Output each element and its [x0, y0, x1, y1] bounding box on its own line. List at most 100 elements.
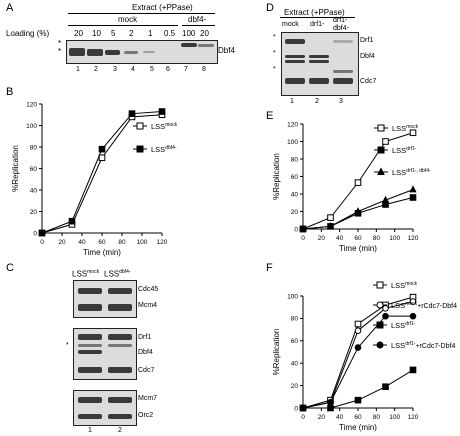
- blot-band: [143, 51, 155, 53]
- data-point: [354, 207, 362, 215]
- panel-label-c: C: [6, 262, 14, 274]
- legend-suffix: +rCdc7-Dbf4: [417, 303, 457, 310]
- data-point: [354, 344, 362, 351]
- panel-d-extract-bar: [280, 17, 355, 18]
- blot-band: [108, 397, 132, 403]
- legend-name: LSS: [391, 341, 405, 350]
- panel-d-star: *: [273, 66, 276, 73]
- panel-a-loading: 1: [148, 29, 153, 38]
- panel-a-loading-label: Loading (%): [6, 29, 50, 38]
- legend-label: LSSmock: [392, 124, 419, 133]
- y-tick-label: 120: [287, 121, 298, 128]
- y-axis-label: %Replication: [272, 153, 281, 200]
- x-axis-label: Time (min): [83, 248, 121, 257]
- data-point: [128, 110, 136, 117]
- panel-a-extract-bar: [68, 13, 215, 14]
- data-point: [354, 327, 362, 335]
- blot-band: [285, 55, 305, 58]
- data-point: [68, 217, 76, 225]
- legend-sup: mock: [406, 124, 418, 130]
- y-tick-label: 100: [287, 139, 298, 146]
- x-tick-label: 120: [408, 235, 419, 242]
- panel-a-dbf4-bar: [182, 25, 215, 26]
- data-point: [327, 399, 334, 406]
- panel-d-star: *: [273, 34, 276, 41]
- y-tick-label: 0: [33, 230, 37, 237]
- panel-a-lane: 7: [184, 66, 188, 73]
- panel-a-lane: 8: [202, 66, 206, 73]
- panel-a-lane: 5: [150, 66, 154, 73]
- panel-d-lane: 1: [290, 98, 294, 105]
- blot-band: [108, 334, 132, 340]
- y-tick-label: 40: [30, 187, 38, 194]
- panel-a-loading: 5: [111, 29, 116, 38]
- y-tick-label: 60: [30, 166, 38, 173]
- blot-band: [309, 60, 329, 63]
- x-tick-label: 100: [389, 414, 400, 421]
- legend-name: LSS: [392, 124, 406, 133]
- panel-c-lane: 2: [118, 427, 122, 434]
- blot-band: [78, 344, 102, 347]
- x-tick-label: 80: [373, 414, 381, 421]
- panel-a-extract-title: Extract (+PPase): [132, 3, 193, 12]
- panel-d-lane: 2: [315, 98, 319, 105]
- blot-band: [333, 70, 353, 73]
- x-tick-label: 60: [354, 414, 362, 421]
- y-axis-label: %Replication: [11, 145, 20, 192]
- legend-sup: drf1-, dbf4-: [406, 168, 431, 174]
- panel-c-band-label: Cdc45: [138, 286, 159, 293]
- y-tick-label: 100: [287, 293, 298, 300]
- panel-d-band-label: Dbf4: [360, 53, 375, 60]
- panel-c-band-label: Cdc7: [138, 367, 155, 374]
- data-point: [354, 396, 362, 404]
- data-point: [376, 301, 384, 309]
- blot-band: [333, 40, 353, 43]
- panel-a-loading: 20: [200, 29, 209, 38]
- panel-a-lane: 2: [94, 66, 98, 73]
- data-point: [409, 312, 417, 320]
- legend-sup: mock: [405, 281, 417, 287]
- data-point: [382, 312, 389, 320]
- blot-band: [108, 414, 132, 419]
- x-tick-label: 80: [118, 239, 126, 246]
- legend-label: LSSdrf1-: [391, 321, 416, 330]
- x-tick-label: 40: [78, 239, 86, 246]
- legend-label: LSSdbf4-: [151, 145, 177, 154]
- x-tick-label: 20: [318, 414, 326, 421]
- panel-c-lane: 1: [88, 427, 92, 434]
- y-tick-label: 60: [291, 338, 299, 345]
- panel-a-loading: 2: [129, 29, 134, 38]
- data-point: [377, 124, 385, 132]
- y-tick-label: 80: [291, 156, 299, 163]
- data-point: [377, 146, 385, 154]
- panel-c-col2: LSSdbf4-: [104, 269, 131, 279]
- data-point: [381, 195, 390, 203]
- blot-band: [309, 78, 329, 84]
- x-tick-label: 20: [58, 239, 66, 246]
- blot-band: [309, 55, 329, 58]
- panel-label-e: E: [266, 110, 274, 122]
- data-point: [376, 281, 384, 289]
- y-tick-label: 80: [291, 316, 299, 323]
- y-axis-label: %Replication: [272, 329, 281, 376]
- chart-b-group: 0 20 40 60 80 100 120 0 20 40 60 80 100 120 Time (min)…: [11, 101, 178, 257]
- panel-c-band-label: Dbf4: [138, 349, 153, 356]
- x-axis-label: Time (min): [339, 423, 377, 432]
- data-point: [136, 122, 144, 130]
- legend-label: LSSmock+rCdc7-Dbf4: [391, 301, 457, 310]
- panel-a-star: *: [58, 47, 62, 56]
- data-point: [327, 404, 334, 412]
- legend-name: LSS: [391, 301, 405, 310]
- x-tick-label: 0: [301, 414, 305, 421]
- panel-a-lane: 4: [131, 66, 135, 73]
- blot-band: [78, 367, 102, 373]
- x-tick-label: 80: [373, 235, 381, 242]
- legend-sup: mock: [405, 301, 417, 307]
- x-tick-label: 60: [354, 235, 362, 242]
- legend-sup: drf1-: [406, 146, 417, 152]
- legend-name: LSS: [151, 122, 165, 131]
- blot-band: [181, 43, 197, 47]
- data-point: [136, 145, 144, 153]
- panel-d-blot: [281, 32, 359, 96]
